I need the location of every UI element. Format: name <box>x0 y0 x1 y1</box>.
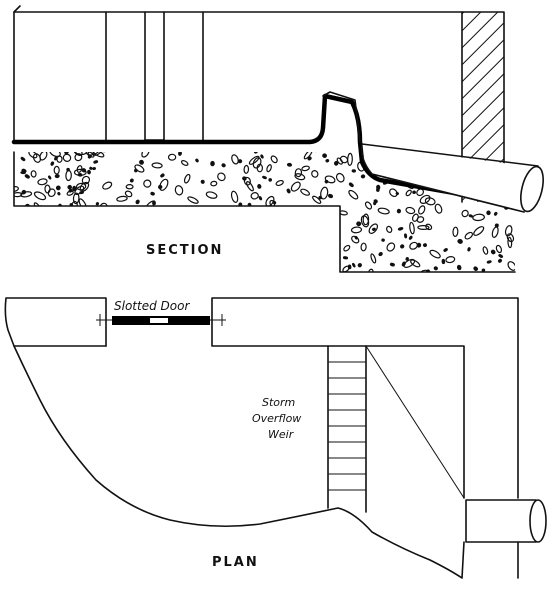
section-view: SECTION <box>11 5 544 273</box>
slotted-door-plan: Slotted Door <box>96 299 226 326</box>
plan-view: Slotted Door Storm Overflow Weir PLAN <box>4 297 547 579</box>
storm-overflow-weir <box>327 345 465 513</box>
plan-label: PLAN <box>212 555 259 570</box>
outlet-pipe-section <box>360 143 544 213</box>
weir-label-line1: Storm <box>262 396 295 409</box>
slotted-door-label: Slotted Door <box>114 299 190 313</box>
section-label: SECTION <box>146 243 223 258</box>
plan-outline <box>4 297 519 579</box>
outlet-pipe-plan <box>465 499 547 579</box>
weir-label-line2: Overflow <box>252 412 301 425</box>
weir-label-line3: Weir <box>268 428 295 441</box>
slotted-door-section <box>105 11 204 141</box>
